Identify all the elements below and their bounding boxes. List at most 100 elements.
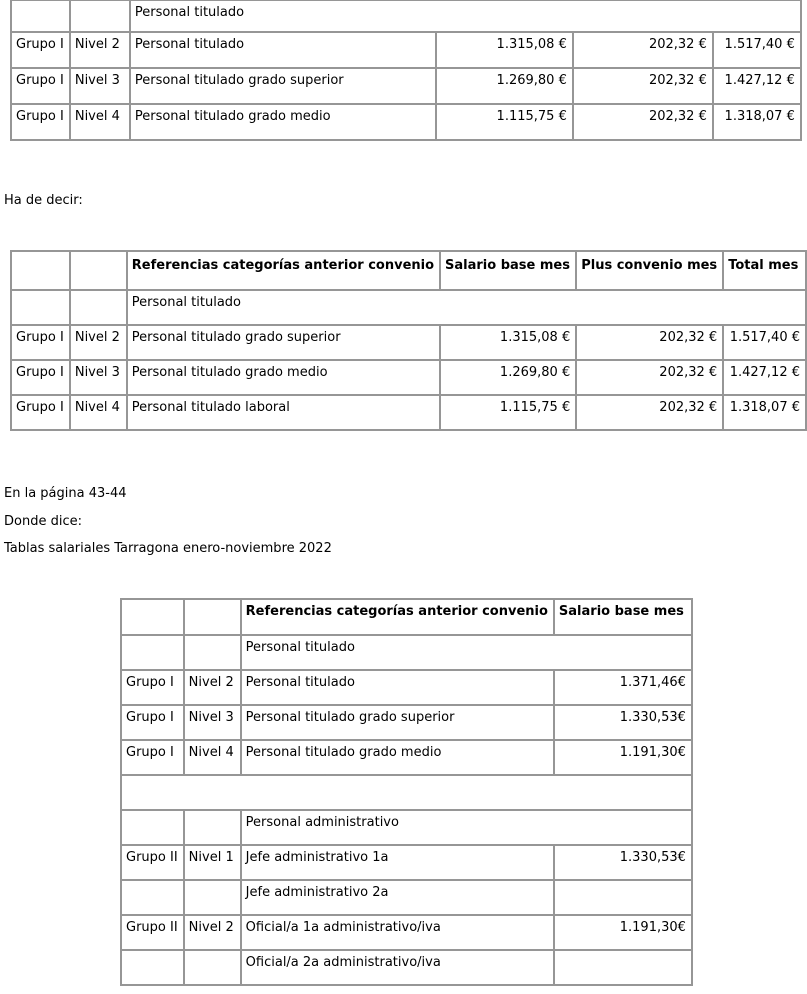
table-previous-clip: Personal titulado Grupo I Nivel 2 Person… [10, 0, 804, 142]
cell-grupo: Grupo I [11, 32, 70, 68]
cell-plus-convenio: 202,32 € [572, 68, 713, 104]
cell-grupo: Grupo I [11, 68, 70, 104]
cell-empty [121, 950, 184, 985]
cell-categoria: Personal titulado [129, 32, 436, 68]
header-total-mes: Total mes [723, 251, 806, 290]
header-salario-base-mes: Salario base mes [440, 251, 577, 290]
cell-categoria: Oficial/a 2a administrativo/iva [240, 950, 554, 985]
table-corrected-convenio: Referencias categorías anterior convenio… [10, 250, 807, 431]
table-row: Personal titulado [121, 635, 692, 670]
table-row: Grupo I Nivel 3 Personal titulado grado … [11, 360, 806, 395]
cell-nivel: Nivel 2 [183, 915, 241, 950]
label-ha-de-decir: Ha de decir: [4, 193, 83, 208]
table-row: Grupo I Nivel 4 Personal titulado grado … [121, 740, 692, 775]
cell-nivel: Nivel 1 [183, 845, 241, 880]
cell-nivel: Nivel 4 [69, 104, 130, 140]
cell-empty [69, 290, 127, 325]
cell-grupo: Grupo I [121, 705, 184, 740]
cell-empty [11, 0, 70, 32]
cell-plus-convenio: 202,32 € [576, 325, 724, 360]
cell-salario-base: 1.371,46€ [553, 670, 692, 705]
cell-salario-base: 1.269,80 € [440, 360, 577, 395]
cell-categoria: Personal titulado grado medio [126, 360, 441, 395]
label-page-reference: En la página 43-44 [4, 486, 127, 501]
cell-empty [121, 599, 184, 635]
cell-plus-convenio: 202,32 € [572, 32, 713, 68]
cell-empty [121, 880, 184, 915]
cell-empty [183, 950, 241, 985]
table-row: Grupo I Nivel 3 Personal titulado grado … [11, 68, 801, 104]
cell-empty-span [121, 775, 692, 810]
cell-grupo: Grupo I [11, 325, 70, 360]
cell-section-personal-titulado: Personal titulado [129, 0, 801, 32]
cell-grupo: Grupo II [121, 845, 184, 880]
cell-salario-base: 1.191,30€ [553, 915, 692, 950]
cell-total-mes: 1.318,07 € [723, 395, 806, 430]
table-row: Grupo I Nivel 2 Personal titulado grado … [11, 325, 806, 360]
cell-nivel: Nivel 4 [69, 395, 127, 430]
cell-section-personal-administrativo: Personal administrativo [240, 810, 692, 845]
table-tarragona-2022: Referencias categorías anterior convenio… [120, 598, 693, 986]
cell-categoria: Personal titulado grado superior [126, 325, 441, 360]
cell-salario-base: 1.315,08 € [435, 32, 573, 68]
cell-categoria: Jefe administrativo 1a [240, 845, 554, 880]
cell-nivel: Nivel 4 [183, 740, 241, 775]
cell-nivel: Nivel 3 [183, 705, 241, 740]
table-row: Grupo II Nivel 2 Oficial/a 1a administra… [121, 915, 692, 950]
cell-salario-base: 1.191,30€ [553, 740, 692, 775]
cell-grupo: Grupo I [11, 395, 70, 430]
cell-salario-base: 1.115,75 € [435, 104, 573, 140]
table-row: Jefe administrativo 2a [121, 880, 692, 915]
cell-empty [69, 0, 130, 32]
header-referencias-categorias: Referencias categorías anterior convenio [240, 599, 554, 635]
header-referencias-categorias: Referencias categorías anterior convenio [126, 251, 441, 290]
cell-empty [69, 251, 127, 290]
cell-salario-base: 1.330,53€ [553, 845, 692, 880]
table-row: Grupo I Nivel 4 Personal titulado grado … [11, 104, 801, 140]
cell-categoria: Personal titulado [240, 670, 554, 705]
cell-section-personal-titulado: Personal titulado [240, 635, 692, 670]
cell-categoria: Personal titulado grado medio [240, 740, 554, 775]
table-header-row: Referencias categorías anterior convenio… [121, 599, 692, 635]
table-row: Grupo I Nivel 4 Personal titulado labora… [11, 395, 806, 430]
cell-total-mes: 1.517,40 € [723, 325, 806, 360]
cell-categoria: Personal titulado laboral [126, 395, 441, 430]
cell-categoria: Jefe administrativo 2a [240, 880, 554, 915]
cell-plus-convenio: 202,32 € [572, 104, 713, 140]
cell-grupo: Grupo I [121, 740, 184, 775]
cell-grupo: Grupo I [11, 104, 70, 140]
table-row-empty [121, 775, 692, 810]
header-plus-convenio-mes: Plus convenio mes [576, 251, 724, 290]
cell-empty [11, 251, 70, 290]
table-header-row: Referencias categorías anterior convenio… [11, 251, 806, 290]
cell-salario-base: 1.315,08 € [440, 325, 577, 360]
table-row: Oficial/a 2a administrativo/iva [121, 950, 692, 985]
cell-salario-base: 1.269,80 € [435, 68, 573, 104]
cell-nivel: Nivel 3 [69, 68, 130, 104]
cell-categoria: Oficial/a 1a administrativo/iva [240, 915, 554, 950]
cell-section-personal-titulado: Personal titulado [126, 290, 806, 325]
cell-salario-base: 1.115,75 € [440, 395, 577, 430]
cell-grupo: Grupo II [121, 915, 184, 950]
table-row: Personal titulado [11, 0, 801, 32]
cell-empty [121, 810, 184, 845]
cell-nivel: Nivel 3 [69, 360, 127, 395]
cell-grupo: Grupo I [121, 670, 184, 705]
table-row: Grupo I Nivel 3 Personal titulado grado … [121, 705, 692, 740]
cell-empty [183, 599, 241, 635]
cell-empty [183, 880, 241, 915]
cell-categoria: Personal titulado grado superior [129, 68, 436, 104]
label-table-title: Tablas salariales Tarragona enero-noviem… [4, 541, 332, 556]
cell-empty [183, 635, 241, 670]
table-row: Grupo I Nivel 2 Personal titulado 1.315,… [11, 32, 801, 68]
table-previous-convenio: Personal titulado Grupo I Nivel 2 Person… [10, 0, 802, 141]
cell-nivel: Nivel 2 [69, 32, 130, 68]
cell-grupo: Grupo I [11, 360, 70, 395]
table-row: Personal titulado [11, 290, 806, 325]
cell-total-mes: 1.427,12 € [723, 360, 806, 395]
cell-salario-base: 1.330,53€ [553, 705, 692, 740]
table-row: Personal administrativo [121, 810, 692, 845]
cell-categoria: Personal titulado grado superior [240, 705, 554, 740]
cell-nivel: Nivel 2 [69, 325, 127, 360]
cell-salario-base [553, 880, 692, 915]
